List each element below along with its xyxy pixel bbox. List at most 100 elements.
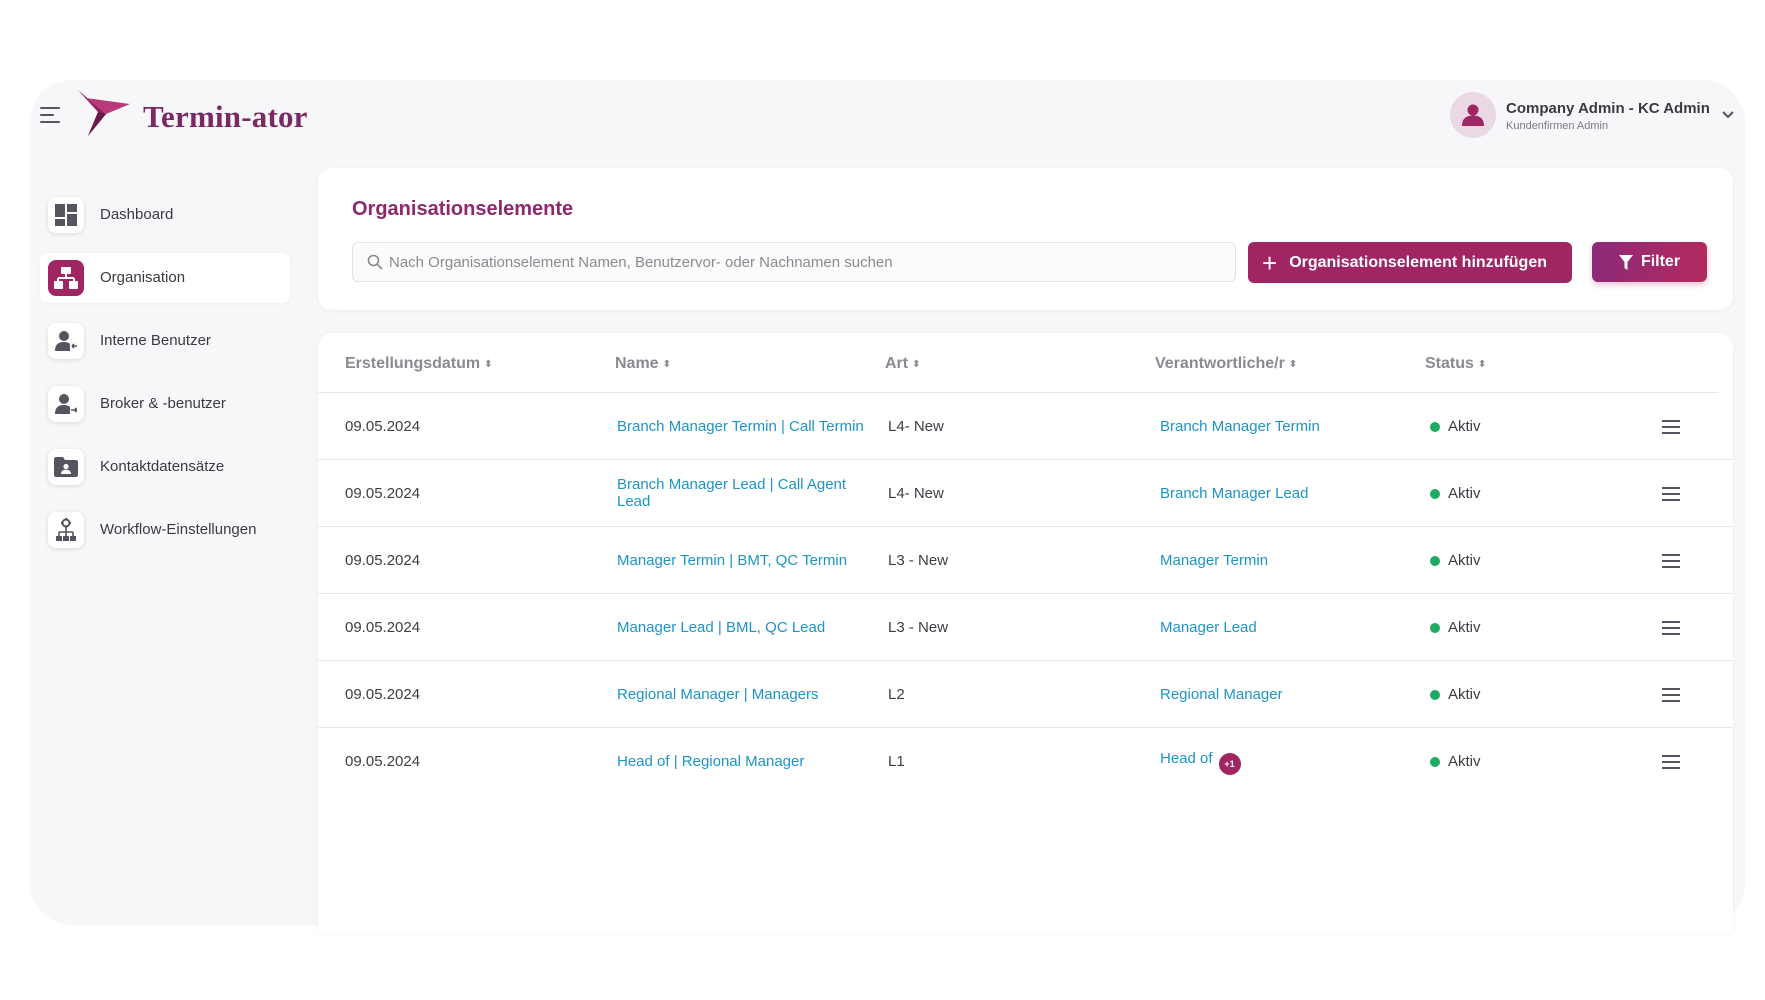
cell-responsible-link[interactable]: Manager Lead	[1160, 619, 1257, 636]
chevron-down-icon[interactable]	[1720, 106, 1736, 122]
filter-button[interactable]: Filter	[1592, 242, 1707, 282]
cell-date: 09.05.2024	[345, 418, 421, 435]
status-dot	[1430, 623, 1440, 633]
sidebar-item-label: Broker & -benutzer	[100, 395, 226, 412]
user-avatar-icon	[1462, 104, 1484, 126]
cell-art: L1	[888, 753, 905, 770]
toolbar-panel: Organisationselemente + Organisationsele…	[318, 168, 1733, 310]
cell-date: 09.05.2024	[345, 619, 421, 636]
status-dot	[1430, 690, 1440, 700]
user-icon	[55, 331, 77, 351]
table-row: 09.05.2024 Manager Lead | BML, QC Lead L…	[318, 594, 1733, 661]
cell-art: L3 - New	[888, 552, 949, 569]
cell-date: 09.05.2024	[345, 686, 421, 703]
contact-folder-icon-box	[48, 449, 84, 485]
sidebar-item-label: Organisation	[100, 269, 186, 286]
status-dot	[1430, 556, 1440, 566]
sidebar-item-dashboard[interactable]: Dashboard	[40, 190, 290, 240]
table-row: 09.05.2024 Regional Manager | Managers L…	[318, 661, 1733, 728]
status-badge: Aktiv	[1430, 619, 1481, 636]
cell-date: 09.05.2024	[345, 485, 421, 502]
status-badge: Aktiv	[1430, 686, 1481, 703]
user-transfer-icon-box	[48, 386, 84, 422]
status-dot	[1430, 489, 1440, 499]
organisation-icon	[54, 267, 78, 289]
cell-responsible-link[interactable]: Manager Termin	[1160, 552, 1269, 569]
cell-name-link[interactable]: Branch Manager Termin | Call Termin	[617, 418, 864, 435]
search-icon	[367, 254, 383, 270]
cell-date: 09.05.2024	[345, 552, 421, 569]
contact-folder-icon	[54, 457, 78, 477]
cell-art: L4- New	[888, 418, 944, 435]
column-header-status[interactable]: Status ⬍	[1425, 355, 1487, 372]
cell-name-link[interactable]: Manager Lead | BML, QC Lead	[617, 619, 826, 636]
cell-name-link[interactable]: Manager Termin | BMT, QC Termin	[617, 552, 848, 569]
header-divider	[318, 392, 1718, 393]
sort-icon: ⬍	[662, 359, 671, 370]
cell-name-link[interactable]: Head of | Regional Manager	[617, 753, 805, 770]
cell-name-link[interactable]: Branch Manager Lead | Call Agent Lead	[617, 476, 847, 510]
sidebar-item-label: Workflow-Einstellungen	[100, 521, 257, 538]
dashboard-icon	[55, 204, 77, 226]
user-menu[interactable]: Company Admin - KC Admin Kundenfirmen Ad…	[1450, 92, 1740, 140]
row-menu-icon[interactable]	[1662, 688, 1680, 702]
user-name: Company Admin - KC Admin	[1506, 100, 1710, 117]
column-header-name[interactable]: Name ⬍	[615, 355, 671, 372]
search-input[interactable]	[389, 243, 1219, 281]
user-role: Kundenfirmen Admin	[1506, 120, 1609, 132]
filter-button-label: Filter	[1640, 253, 1681, 270]
sidebar-item-label: Kontaktdatensätze	[100, 458, 225, 475]
cell-art: L3 - New	[888, 619, 949, 636]
add-organisation-element-button[interactable]: + Organisationselement hinzufügen	[1248, 242, 1572, 283]
status-dot	[1430, 757, 1440, 767]
cell-responsible-link[interactable]: Regional Manager	[1160, 686, 1283, 703]
table-row: 09.05.2024 Branch Manager Lead | Call Ag…	[318, 460, 1733, 527]
menu-toggle-icon[interactable]	[40, 107, 60, 123]
sort-icon: ⬍	[1477, 359, 1487, 370]
column-header-art[interactable]: Art ⬍	[885, 355, 921, 372]
cell-responsible-link[interactable]: Head of	[1160, 750, 1213, 767]
status-badge: Aktiv	[1430, 552, 1481, 569]
status-badge: Aktiv	[1430, 485, 1481, 502]
sort-icon: ⬍	[912, 359, 921, 370]
status-dot	[1430, 422, 1440, 432]
more-responsible-badge[interactable]: +1	[1218, 753, 1241, 775]
user-icon-box	[48, 323, 84, 359]
user-transfer-icon	[55, 394, 77, 414]
cell-responsible: Head of +1	[1160, 750, 1241, 775]
row-menu-icon[interactable]	[1662, 420, 1680, 434]
status-badge: Aktiv	[1430, 753, 1481, 770]
sidebar-item-label: Dashboard	[100, 206, 174, 223]
table-row: 09.05.2024 Head of | Regional Manager L1…	[318, 728, 1733, 795]
column-header-responsible[interactable]: Verantwortliche/r ⬍	[1155, 355, 1298, 372]
organisation-table: Erstellungsdatum ⬍ Name ⬍ Art ⬍ Verantwortl…	[318, 333, 1733, 933]
cell-responsible-link[interactable]: Branch Manager Lead	[1160, 485, 1309, 502]
sidebar-item-kontaktdatensaetze[interactable]: Kontaktdatensätze	[40, 442, 290, 492]
column-header-date[interactable]: Erstellungsdatum ⬍	[345, 355, 493, 372]
sidebar-item-workflow[interactable]: Workflow-Einstellungen	[40, 505, 290, 555]
termin-ator-logo	[78, 90, 130, 136]
table-row: 09.05.2024 Branch Manager Termin | Call …	[318, 393, 1733, 460]
cell-name-link[interactable]: Regional Manager | Managers	[617, 686, 819, 703]
status-badge: Aktiv	[1430, 418, 1481, 435]
brand-name: Termin-ator	[143, 99, 308, 134]
search-box[interactable]	[352, 242, 1236, 282]
cell-art: L4- New	[888, 485, 944, 502]
sidebar-item-broker[interactable]: Broker & -benutzer	[40, 379, 290, 429]
cell-responsible-link[interactable]: Branch Manager Termin	[1160, 418, 1320, 435]
sidebar-item-organisation[interactable]: Organisation	[40, 253, 290, 303]
row-menu-icon[interactable]	[1662, 554, 1680, 568]
row-menu-icon[interactable]	[1662, 487, 1680, 501]
cell-art: L2	[888, 686, 905, 703]
dashboard-icon-box	[48, 197, 84, 233]
avatar	[1450, 92, 1496, 138]
row-menu-icon[interactable]	[1662, 621, 1680, 635]
organisation-icon-box	[48, 260, 84, 296]
sort-icon: ⬍	[1288, 359, 1298, 370]
cell-date: 09.05.2024	[345, 753, 421, 770]
plus-icon: +	[1262, 247, 1278, 278]
sidebar-item-interne-benutzer[interactable]: Interne Benutzer	[40, 316, 290, 366]
filter-icon	[1618, 254, 1633, 270]
table-row: 09.05.2024 Manager Termin | BMT, QC Term…	[318, 527, 1733, 594]
row-menu-icon[interactable]	[1662, 755, 1680, 769]
